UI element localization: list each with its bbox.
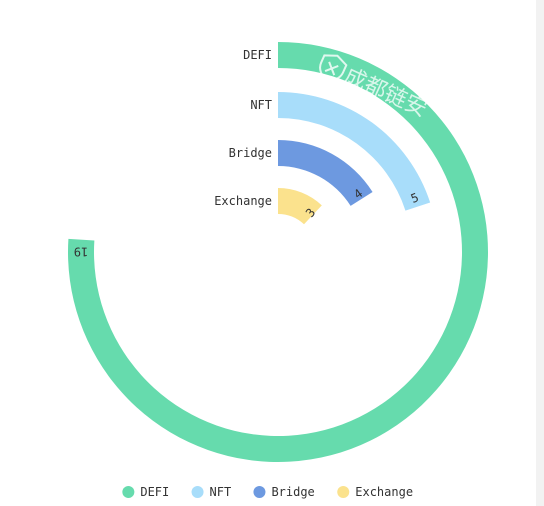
legend-item-exchange[interactable]: Exchange <box>337 485 413 499</box>
category-labels-group: DEFI NFT Bridge Exchange <box>214 48 272 208</box>
legend-marker-defi <box>122 486 135 498</box>
bar-bridge[interactable] <box>278 140 373 206</box>
category-label-nft: NFT <box>250 98 272 112</box>
legend-label-bridge: Bridge <box>271 485 314 499</box>
bar-nft[interactable] <box>278 92 431 211</box>
legend-marker-nft <box>191 486 204 498</box>
legend-item-nft[interactable]: NFT <box>191 485 232 499</box>
value-label-nft: 5 <box>409 190 421 206</box>
legend-marker-bridge <box>253 486 266 498</box>
page-edge-strip <box>536 0 544 506</box>
legend-item-defi[interactable]: DEFI <box>122 485 169 499</box>
shield-icon <box>319 54 348 82</box>
bars-group <box>68 42 489 462</box>
legend-marker-exchange <box>337 486 350 498</box>
legend: DEFI NFT Bridge Exchange <box>122 485 413 499</box>
legend-label-nft: NFT <box>210 485 232 499</box>
bar-exchange[interactable] <box>278 188 322 225</box>
category-label-defi: DEFI <box>243 48 272 62</box>
category-label-bridge: Bridge <box>229 146 272 160</box>
legend-label-exchange: Exchange <box>355 485 413 499</box>
value-label-defi: 19 <box>74 245 88 259</box>
legend-item-bridge[interactable]: Bridge <box>253 485 315 499</box>
legend-label-defi: DEFI <box>140 485 169 499</box>
category-label-exchange: Exchange <box>214 194 272 208</box>
